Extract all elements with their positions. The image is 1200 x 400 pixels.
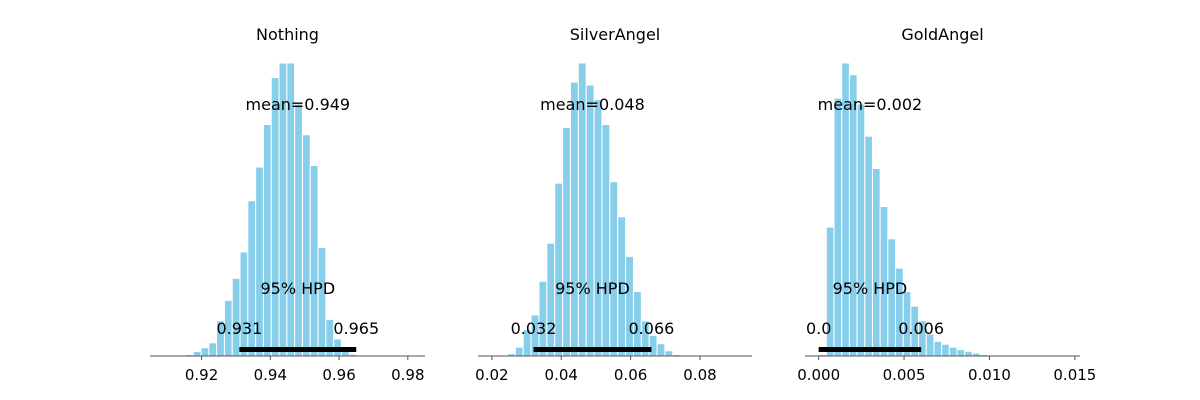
subplot-3: 0.000 0.005 0.010 0.015 0.0 0.006 95% HPD mean=… — [797, 25, 1096, 384]
mean-label: mean=0.048 — [540, 95, 645, 114]
histogram-bar — [941, 343, 950, 357]
mean-label: mean=0.002 — [818, 95, 923, 114]
x-tick-label: 0.02 — [475, 366, 508, 384]
x-tick-label: 0.015 — [1053, 366, 1096, 384]
x-tick-label: 0.94 — [254, 366, 287, 384]
hpd-high-label: 0.006 — [898, 319, 944, 338]
histogram-bar — [192, 351, 202, 357]
histogram-bar — [546, 242, 556, 357]
subplot-title: GoldAngel — [901, 25, 983, 44]
subplot-title: SilverAngel — [570, 25, 660, 44]
histogram-bar — [200, 347, 210, 357]
hpd-label: 95% HPD — [260, 279, 335, 298]
histogram-bar — [856, 103, 866, 357]
histogram-bar — [270, 77, 280, 357]
subplot-2: 0.02 0.04 0.06 0.08 0.032 0.066 95% HPD mean=0.… — [475, 25, 752, 384]
hpd-low-label: 0.032 — [511, 319, 557, 338]
x-tick-label: 0.98 — [391, 366, 424, 384]
histogram-bar — [239, 251, 249, 357]
histogram-bar — [301, 134, 311, 357]
histogram-bar — [648, 334, 658, 357]
x-tick-label: 0.000 — [797, 366, 840, 384]
histogram-bar — [609, 181, 619, 357]
hpd-label: 95% HPD — [833, 279, 908, 298]
histogram-bar — [964, 350, 973, 357]
histogram-bar — [294, 103, 303, 357]
histogram-bar — [833, 97, 843, 357]
x-tick-label: 0.06 — [614, 366, 647, 384]
histogram-bar — [208, 342, 218, 357]
subplot-title: Nothing — [256, 25, 319, 44]
histogram-bar — [593, 99, 603, 357]
histogram-bar — [864, 135, 873, 357]
hpd-label: 95% HPD — [555, 279, 630, 298]
hpd-high-label: 0.066 — [629, 319, 675, 338]
histogram-bar — [656, 343, 666, 357]
histogram-bar — [948, 346, 958, 357]
mean-label: mean=0.949 — [246, 95, 351, 114]
histogram-bar — [317, 247, 327, 357]
x-tick-label: 0.08 — [683, 366, 716, 384]
histogram-bar — [625, 255, 634, 357]
x-tick-label: 0.92 — [185, 366, 218, 384]
x-tick-label: 0.96 — [322, 366, 355, 384]
histogram-bar — [262, 124, 272, 357]
histogram-bar — [569, 81, 579, 357]
hpd-low-label: 0.931 — [216, 319, 262, 338]
histogram-bar — [871, 167, 881, 357]
histogram-bar — [601, 124, 611, 357]
x-tick-label: 0.010 — [968, 366, 1011, 384]
histogram-bar — [562, 126, 571, 357]
hpd-high-label: 0.965 — [333, 319, 379, 338]
subplot-1: 0.92 0.94 0.96 0.98 0.931 0.965 95% HPD mean=0.… — [150, 25, 425, 384]
histogram-bar — [231, 277, 241, 357]
histogram-bar — [585, 84, 595, 357]
histogram-bar — [956, 349, 966, 357]
x-tick-label: 0.005 — [883, 366, 926, 384]
histogram-bar — [848, 74, 858, 357]
hpd-low-label: 0.0 — [806, 319, 831, 338]
x-tick-label: 0.04 — [545, 366, 578, 384]
histogram-bar — [664, 350, 674, 357]
histogram-bar — [933, 340, 943, 357]
histogram-bar — [309, 165, 319, 357]
histogram-bar — [514, 346, 524, 357]
